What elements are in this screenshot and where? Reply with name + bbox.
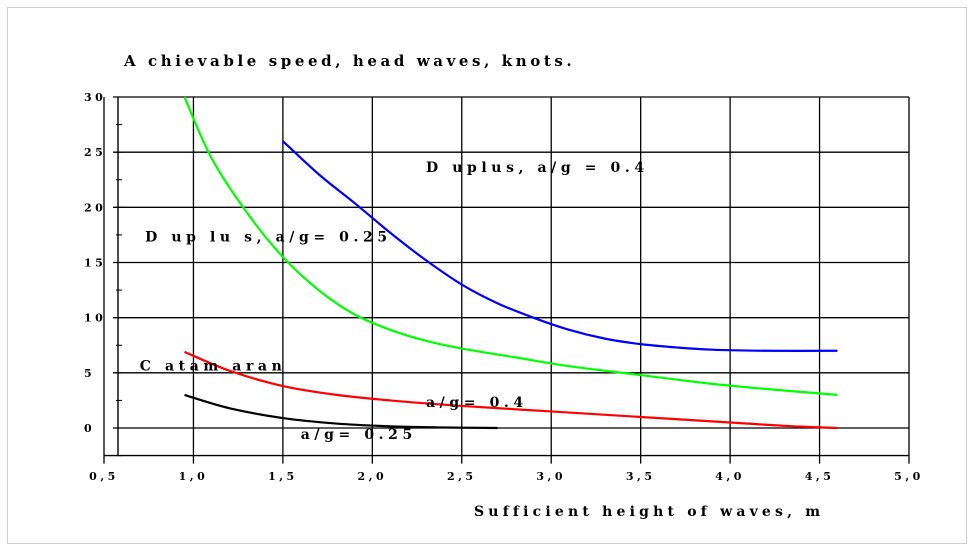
series-line-3 [184, 393, 498, 430]
x-tick-label: 4,5 [805, 470, 835, 483]
chart-axes [104, 96, 909, 457]
x-tick-label: 4,0 [715, 470, 745, 483]
x-tick-label: 2,5 [447, 470, 477, 483]
y-tick-label: 15 [84, 257, 106, 270]
chart-annotations: D uplus, a/g = 0.4 D up lu s, a/g= 0.25 C … [140, 160, 649, 443]
x-tick-label: 3,5 [626, 470, 656, 483]
chart-series [183, 96, 838, 430]
chart-title: A chievable speed, head waves, knots. [123, 52, 575, 70]
annotation-label: D up lu s, a/g= 0.25 [145, 230, 392, 246]
series-line-1 [183, 96, 838, 396]
x-axis-label: Sufficient height of waves, m [474, 504, 824, 520]
y-tick-label: 10 [84, 312, 106, 325]
y-tick-label: 20 [84, 201, 106, 214]
x-tick-label: 0,5 [89, 470, 119, 483]
x-tick-label: 1,5 [268, 470, 298, 483]
x-tick-label: 2,0 [358, 470, 388, 483]
y-tick-label: 25 [84, 146, 106, 159]
chart-labels: A chievable speed, head waves, knots. Su… [84, 52, 924, 520]
x-tick-label: 1,0 [179, 470, 209, 483]
chart-grid [103, 96, 910, 464]
series-line-0 [282, 140, 838, 352]
series-line-2 [184, 350, 838, 430]
y-tick-label: 30 [84, 91, 106, 104]
x-tick-label: 5,0 [894, 470, 924, 483]
y-tick-label: 5 [84, 367, 95, 380]
y-tick-label: 0 [84, 422, 95, 435]
x-tick-label: 3,0 [536, 470, 566, 483]
annotation-label: C atam aran [140, 359, 287, 375]
annotation-label: a/g= 0.25 [301, 427, 417, 443]
annotation-label: a/g= 0.4 [426, 395, 528, 411]
annotation-label: D uplus, a/g = 0.4 [426, 160, 649, 176]
